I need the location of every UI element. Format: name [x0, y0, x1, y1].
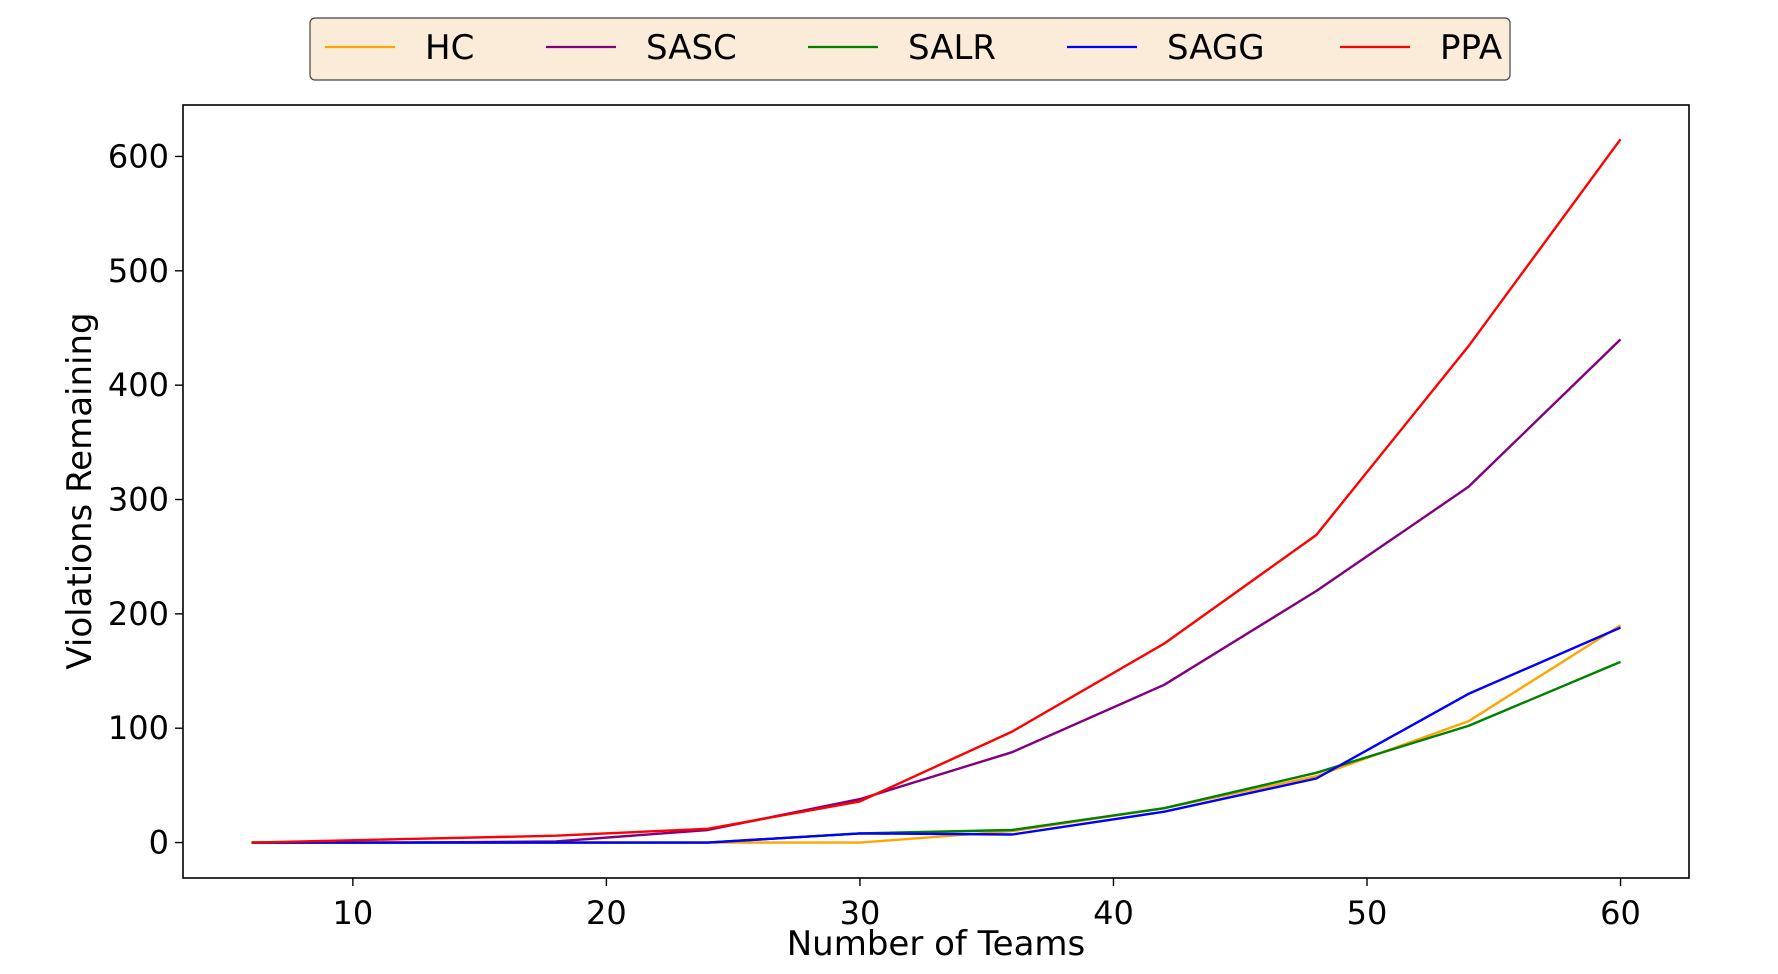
series-salr	[251, 660, 1621, 844]
x-axis-ticks: 10 20 30 40 50 60	[333, 878, 1641, 932]
x-axis-label: Number of Teams	[787, 924, 1086, 964]
y-tick-label: 100	[108, 709, 169, 747]
plot-area	[182, 104, 1690, 879]
legend-label-hc: HC	[425, 28, 474, 68]
legend-entry-ppa: PPA	[1340, 28, 1502, 68]
y-tick-label: 600	[108, 137, 169, 175]
legend-box	[309, 17, 1511, 81]
y-tick-label: 400	[108, 366, 169, 404]
legend-label-salr: SALR	[908, 28, 996, 68]
y-tick-label: 300	[108, 481, 169, 519]
series-lines	[251, 138, 1622, 844]
legend-label-sasc: SASC	[646, 28, 737, 68]
series-ppa	[251, 138, 1622, 844]
legend-entry-sagg: SAGG	[1067, 28, 1265, 68]
y-tick-label: 0	[149, 824, 169, 862]
series-line-sagg	[251, 626, 1621, 844]
x-tick-label: 60	[1600, 894, 1641, 932]
legend: HC SASC SALR SAGG PPA	[309, 17, 1511, 81]
y-axis-ticks: 0 100 200 300 400 500 600	[108, 137, 183, 862]
x-tick-label: 10	[333, 894, 374, 932]
x-tick-label: 20	[586, 894, 627, 932]
x-tick-label: 50	[1347, 894, 1388, 932]
x-tick-label: 30	[840, 894, 881, 932]
y-tick-label: 200	[108, 595, 169, 633]
y-tick-label: 500	[108, 252, 169, 290]
x-tick-label: 40	[1093, 894, 1134, 932]
series-line-ppa	[251, 138, 1622, 844]
series-line-hc	[251, 624, 1622, 844]
legend-entry-hc: HC	[325, 28, 474, 68]
series-line-salr	[251, 660, 1621, 844]
legend-entry-salr: SALR	[808, 28, 996, 68]
y-axis-label: Violations Remaining	[60, 312, 100, 669]
legend-label-sagg: SAGG	[1167, 28, 1265, 68]
legend-entry-sasc: SASC	[546, 28, 737, 68]
series-sagg	[251, 626, 1621, 844]
series-hc	[251, 624, 1622, 844]
legend-label-ppa: PPA	[1440, 28, 1502, 68]
